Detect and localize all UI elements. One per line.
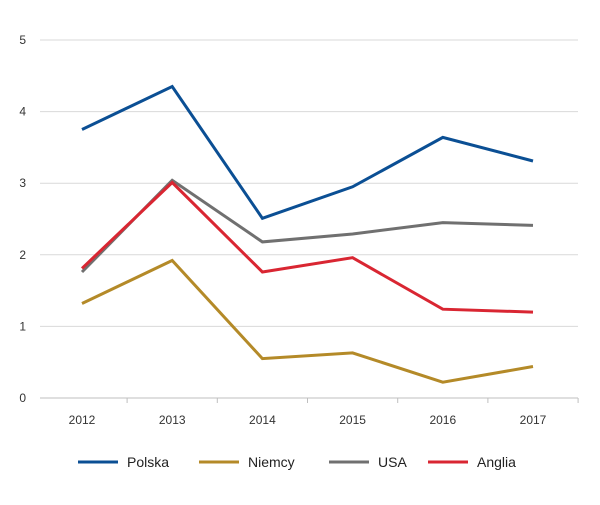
legend-label: Niemcy	[248, 454, 295, 470]
series-line-anglia	[80, 180, 534, 314]
y-tick-label: 4	[19, 105, 26, 119]
legend-item-anglia: Anglia	[428, 454, 516, 470]
y-tick-label: 2	[19, 248, 26, 262]
y-tick-label: 0	[19, 391, 26, 405]
x-tick-label: 2017	[520, 413, 547, 427]
x-tick-label: 2013	[159, 413, 186, 427]
series-line-polska	[81, 84, 534, 221]
x-axis-ticks: 2012 2013 2014 2015 2016 2017	[69, 413, 547, 427]
x-tick-label: 2015	[339, 413, 366, 427]
y-tick-label: 5	[19, 33, 26, 47]
x-tick-label: 2014	[249, 413, 276, 427]
legend-label: Anglia	[477, 454, 516, 470]
series-line-usa	[80, 178, 534, 274]
y-tick-label: 1	[19, 319, 26, 333]
legend-item-polska: Polska	[78, 454, 169, 470]
series-line-niemcy	[81, 258, 534, 384]
series-lines	[80, 84, 534, 384]
legend-label: Polska	[127, 454, 169, 470]
y-tick-label: 3	[19, 176, 26, 190]
y-axis-ticks: 0 1 2 3 4 5	[19, 33, 26, 405]
x-tick-label: 2016	[429, 413, 456, 427]
legend-item-niemcy: Niemcy	[199, 454, 295, 470]
legend: Polska Niemcy USA Anglia	[78, 454, 516, 470]
x-tick-label: 2012	[69, 413, 96, 427]
x-axis	[40, 397, 579, 403]
legend-item-usa: USA	[329, 454, 407, 470]
legend-label: USA	[378, 454, 407, 470]
grid-lines	[40, 39, 578, 327]
